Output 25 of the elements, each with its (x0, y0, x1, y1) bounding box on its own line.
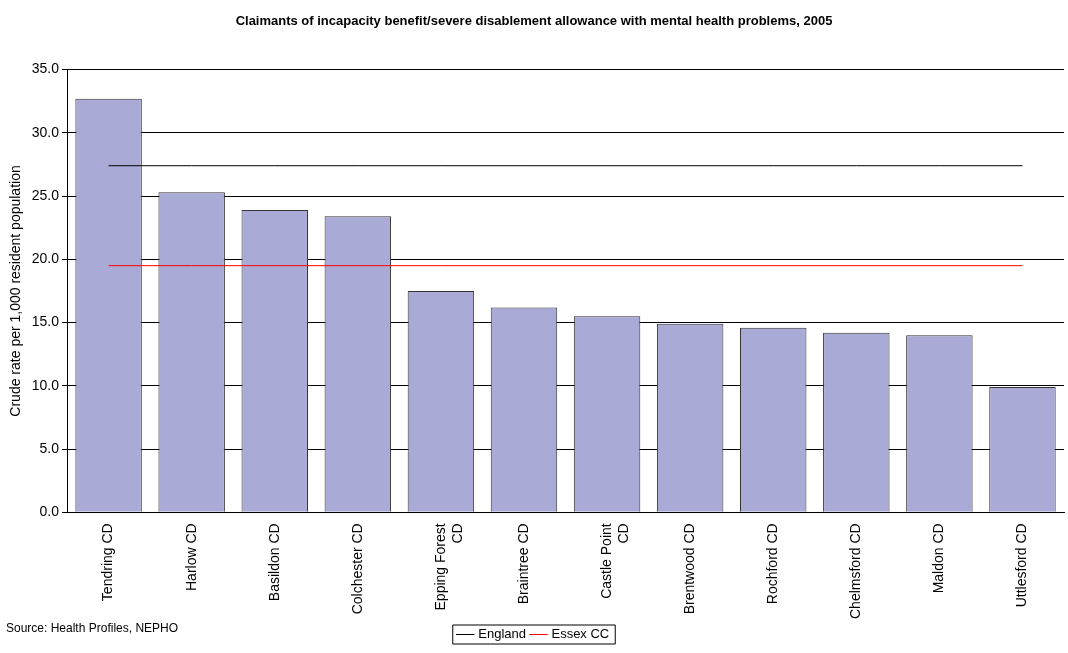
y-tick-label: 15.0 (31, 313, 60, 330)
y-tick-label: 25.0 (31, 186, 60, 203)
x-tick-label: Castle Point CD (597, 523, 631, 599)
chart-title: Claimants of incapacity benefit/severe disablement allowance with mental health problems, 2005 (235, 13, 833, 29)
x-tick-label: Chelmsford CD (847, 523, 864, 620)
x-tick-label: Harlow CD (182, 523, 199, 591)
y-tick-label: 35.0 (31, 60, 60, 77)
legend-label: Essex CC (551, 626, 610, 642)
x-tick-label: Uttlesford CD (1013, 523, 1030, 608)
x-tick-label: Brentwood CD (681, 523, 697, 615)
y-tick-label: 30.0 (31, 123, 60, 140)
y-tick-label: 0.0 (39, 503, 60, 520)
legend-label: England (478, 626, 526, 642)
x-tick-label: Braintree CD (514, 523, 531, 605)
y-axis-title: Crude rate per 1,000 resident population (7, 165, 24, 417)
y-tick-label: 20.0 (31, 250, 60, 267)
source-note: Source: Health Profiles, NEPHO (6, 621, 179, 635)
x-tick-label: Colchester CD (348, 523, 365, 615)
y-tick-label: 10.0 (31, 376, 60, 393)
x-tick-label: Epping Forest CD (431, 523, 465, 611)
x-tick-label: Tendring CD (99, 523, 116, 602)
y-tick-label: 5.0 (39, 439, 60, 456)
x-tick-label: Rochford CD (764, 523, 781, 605)
x-tick-label: Basildon CD (265, 523, 282, 602)
x-tick-label: Maldon CD (930, 523, 947, 594)
